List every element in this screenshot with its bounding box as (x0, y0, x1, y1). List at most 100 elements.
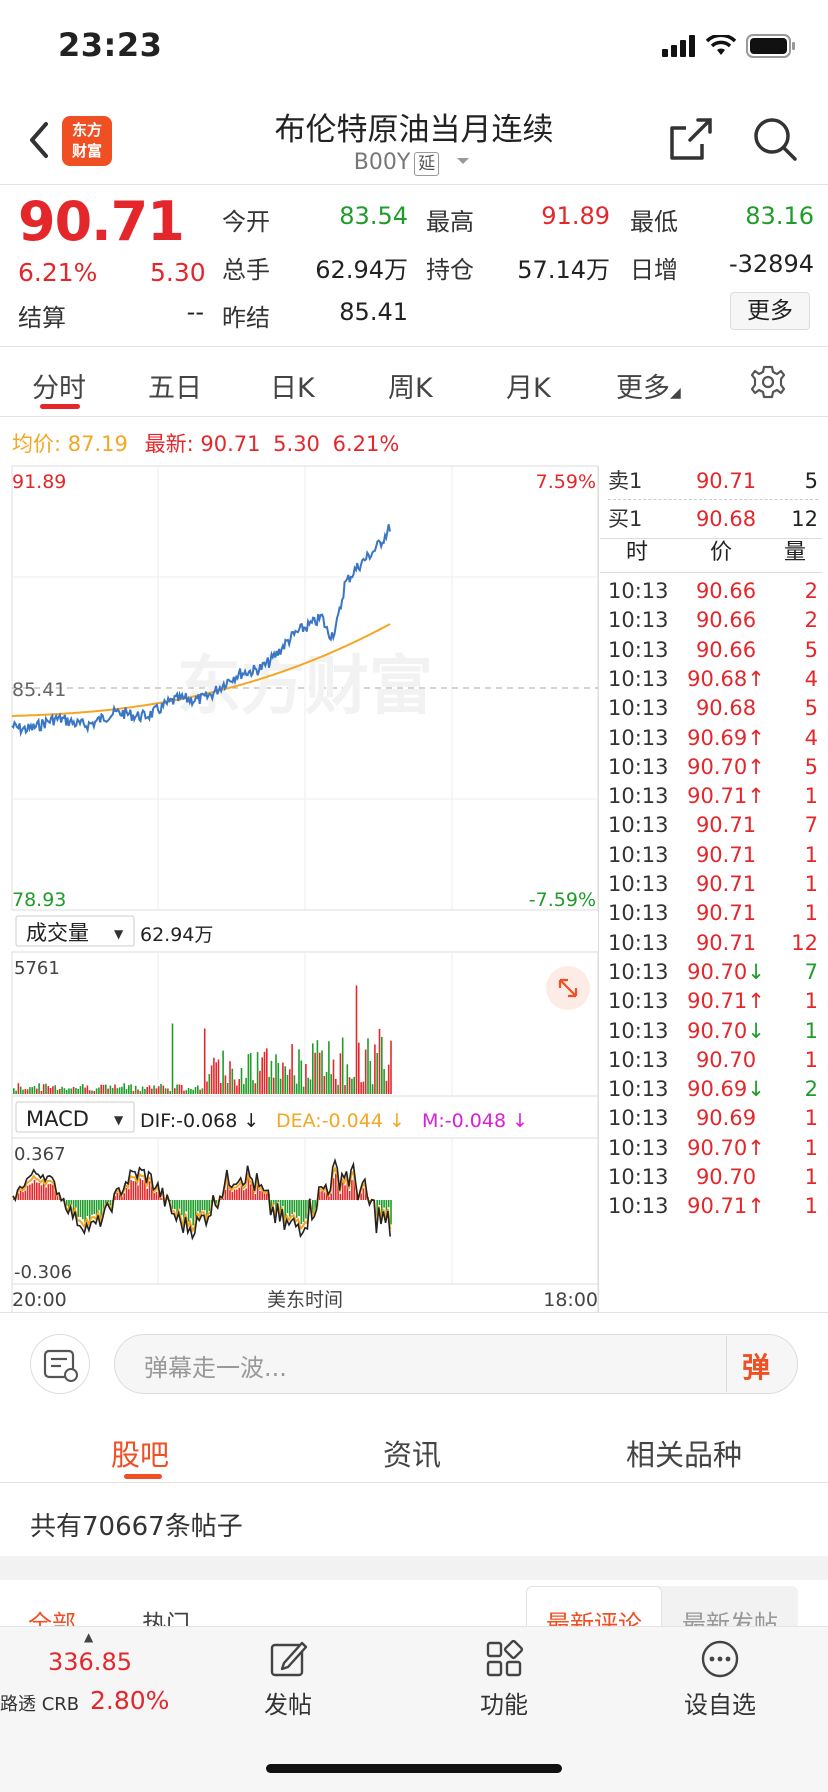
trade-price: 90.66 (695, 608, 757, 633)
crb-index-value[interactable]: 336.85 (48, 1648, 132, 1676)
macd-bar (295, 1200, 298, 1218)
volume-bar (321, 1050, 323, 1094)
macd-bar (298, 1200, 300, 1217)
nav-post[interactable]: 发帖 (228, 1639, 348, 1720)
danmu-input[interactable] (114, 1334, 798, 1394)
divider (600, 538, 822, 539)
delay-tag: 延 (414, 152, 440, 176)
volume-bar (275, 1054, 277, 1094)
nav-function-label: 功能 (480, 1691, 528, 1719)
trade-price: 90.71 (695, 842, 757, 867)
trade-price: 90.69 (695, 1106, 757, 1131)
tab-news[interactable]: 资讯 (382, 1438, 441, 1472)
macd-bar (259, 1190, 261, 1200)
tab-weekly-k[interactable]: 周K (388, 373, 433, 404)
macd-bar (134, 1181, 137, 1200)
danmu-settings-button[interactable] (30, 1334, 90, 1394)
volume-bar (238, 1079, 240, 1094)
volume-bar (65, 1089, 68, 1094)
volume-selector[interactable] (15, 915, 135, 947)
trade-volume: 2 (804, 608, 818, 633)
volume-bar (259, 1070, 261, 1094)
tab-more[interactable]: 更多◢ (616, 366, 681, 405)
axis-pct-up: 7.59% (536, 471, 596, 493)
macd-bar (238, 1187, 240, 1200)
trade-time: 10:13 (608, 930, 669, 955)
volume-bar (171, 1023, 174, 1094)
instrument-code: B00Y (353, 150, 411, 175)
trade-price: 90.71 (695, 872, 757, 896)
danmu-list-icon (43, 1349, 78, 1382)
sell-1-row: 卖1 90.71 5 (600, 466, 822, 496)
macd-bar (243, 1190, 245, 1200)
macd-bar (256, 1182, 259, 1200)
macd-bar (114, 1195, 116, 1200)
volume-bar (59, 1088, 61, 1094)
trade-volume: 5 (804, 696, 818, 721)
sell-1-label: 卖1 (608, 469, 643, 493)
macd-bar (325, 1189, 328, 1200)
volume-bar (125, 1089, 128, 1094)
macd-bar (203, 1200, 206, 1211)
instrument-title: 布伦特原油当月连续 (274, 112, 554, 148)
volume-bar (222, 1050, 224, 1094)
home-indicator[interactable] (266, 1764, 562, 1773)
volume-bar (134, 1085, 137, 1094)
trade-time: 10:13 (608, 637, 669, 662)
nav-function[interactable]: 功能 (444, 1639, 564, 1720)
volume-bar (314, 1052, 316, 1094)
macd-bar (146, 1188, 148, 1200)
change-amount: 5.30 (150, 258, 206, 287)
volume-bar (137, 1089, 139, 1094)
axis-prev: 85.41 (12, 679, 66, 701)
axis-pct-down: -7.59% (529, 889, 596, 911)
tab-monthly-k[interactable]: 月K (506, 373, 551, 404)
volume-bar (323, 1075, 326, 1094)
macd-bar (194, 1200, 197, 1223)
macd-selector[interactable] (15, 1101, 135, 1133)
nav-watchlist[interactable]: 设自选 (660, 1639, 780, 1720)
intraday-chart[interactable]: 东方财富 91.89 85.41 78.93 7.59% -7.59% 成交量 … (0, 460, 600, 1312)
tab-related[interactable]: 相关品种 (625, 1438, 742, 1472)
latest-label: 最新: (144, 432, 194, 456)
volume-bar (174, 1088, 176, 1094)
tab-five-day[interactable]: 五日 (148, 373, 202, 404)
trade-time: 10:13 (608, 608, 669, 633)
macd-bar (236, 1189, 238, 1200)
volume-bar (40, 1091, 43, 1094)
sell-1-price: 90.71 (695, 469, 757, 493)
trade-price: 90.68 (695, 696, 757, 721)
macd-bar (231, 1191, 234, 1200)
volume-bar (102, 1084, 105, 1094)
volume-bar (307, 1077, 309, 1094)
share-icon[interactable] (668, 116, 714, 162)
volume-bar (123, 1083, 125, 1094)
macd-bar (77, 1200, 79, 1217)
volume-bar (13, 1088, 15, 1094)
macd-bar (293, 1200, 296, 1213)
gear-icon[interactable] (750, 364, 786, 400)
danmu-placeholder: 弹幕走一波... (144, 1354, 287, 1382)
volume-bar (233, 1079, 236, 1094)
settle-value: -- (186, 298, 204, 326)
search-icon[interactable] (752, 116, 798, 162)
danmu-send-button[interactable]: 弹 (742, 1351, 771, 1384)
tab-forum[interactable]: 股吧 (110, 1438, 169, 1472)
open-value: 83.54 (339, 202, 408, 230)
volume-bar (15, 1090, 17, 1094)
volume-bar (236, 1085, 238, 1094)
more-button[interactable]: 更多 (730, 292, 810, 330)
volume-bar (249, 1053, 252, 1094)
macd-bar (70, 1200, 73, 1205)
volume-bar (68, 1088, 70, 1094)
high-value: 91.89 (541, 202, 610, 230)
back-button[interactable] (24, 118, 54, 162)
tab-daily-k[interactable]: 日K (270, 373, 315, 404)
macd-bar (121, 1196, 123, 1200)
volume-bar (157, 1086, 160, 1094)
axis-high: 91.89 (12, 471, 66, 493)
trade-price: 90.70 (695, 1165, 757, 1189)
macd-bar (54, 1187, 56, 1200)
instrument-code-row[interactable]: B00Y 延 (0, 150, 828, 176)
tab-intraday[interactable]: 分时 (32, 373, 86, 404)
